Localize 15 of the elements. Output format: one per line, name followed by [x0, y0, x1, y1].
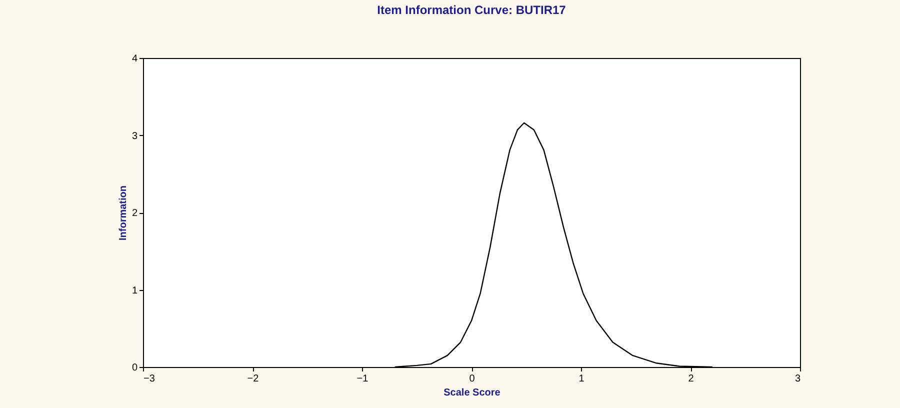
x-tick-label: −1	[356, 374, 369, 384]
chart-title: Item Information Curve: BUTIR17	[377, 3, 566, 17]
y-tick-label: 0	[132, 362, 138, 374]
y-tick-label: 2	[132, 208, 138, 219]
y-tick-label: 3	[132, 130, 138, 142]
x-tick-label: 2	[688, 374, 694, 384]
x-tick-label: −3	[144, 374, 156, 384]
x-axis-title: Scale Score	[444, 388, 501, 398]
y-axis-title: Information	[118, 186, 129, 240]
y-tick-label: 1	[132, 285, 138, 296]
x-tick-label: 0	[469, 374, 476, 384]
x-tick-label: −2	[247, 374, 260, 384]
y-tick-label: 4	[132, 54, 138, 64]
x-tick-label: 3	[794, 374, 801, 384]
x-tick-label: 1	[578, 374, 585, 384]
